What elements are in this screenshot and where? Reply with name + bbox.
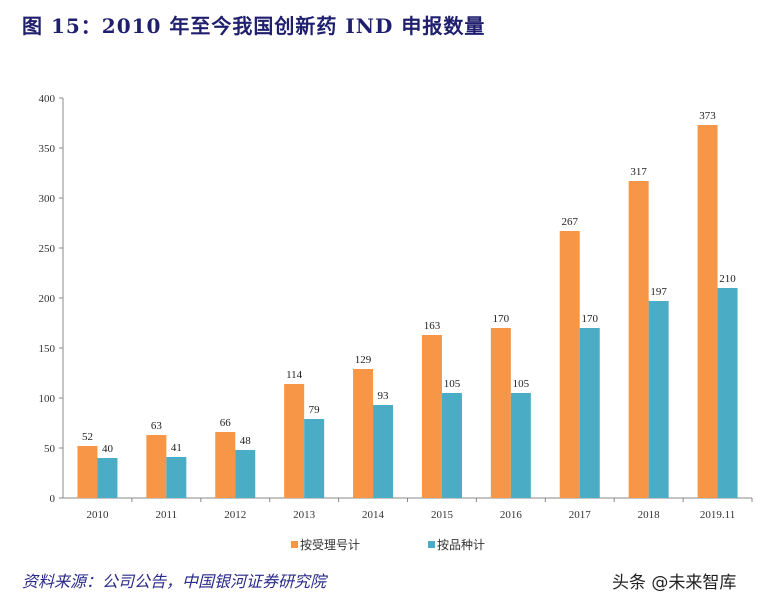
legend-swatch (428, 541, 435, 548)
legend-label: 按受理号计 (300, 538, 360, 552)
x-tick-label: 2017 (569, 509, 592, 521)
y-tick-label: 50 (44, 443, 56, 455)
x-tick-label: 2018 (638, 509, 661, 521)
bar (648, 301, 669, 498)
y-tick-label: 300 (39, 193, 56, 205)
bar (97, 458, 118, 498)
data-label: 197 (650, 286, 667, 298)
data-label: 129 (355, 354, 372, 366)
x-tick-label: 2012 (224, 509, 246, 521)
bar (628, 181, 649, 498)
data-label: 114 (286, 369, 303, 381)
bar (697, 125, 718, 498)
bar (353, 369, 374, 498)
bar (284, 384, 305, 498)
y-tick-label: 150 (39, 343, 56, 355)
x-tick-label: 2013 (293, 509, 316, 521)
data-label: 52 (82, 431, 93, 443)
data-label: 170 (493, 313, 510, 325)
bar (166, 457, 187, 498)
data-label: 267 (562, 216, 579, 228)
data-label: 93 (378, 390, 390, 402)
x-tick-label: 2019.11 (700, 509, 735, 521)
data-label: 105 (444, 378, 461, 390)
y-tick-label: 100 (39, 393, 56, 405)
bar (235, 450, 256, 498)
legend-swatch (291, 541, 298, 548)
y-tick-label: 200 (39, 293, 56, 305)
data-label: 48 (240, 435, 252, 447)
x-tick-label: 2010 (86, 509, 109, 521)
y-tick-label: 250 (39, 243, 56, 255)
data-label: 210 (719, 273, 736, 285)
bar (559, 231, 580, 498)
x-tick-label: 2016 (500, 509, 523, 521)
data-label: 41 (171, 442, 182, 454)
y-tick-label: 0 (50, 493, 56, 505)
x-tick-label: 2014 (362, 509, 385, 521)
bar (510, 393, 531, 498)
y-tick-label: 350 (39, 143, 56, 155)
bar-chart: 0 50 100 150 200 250 300 350 400 2010 52 40 2011 63 41… (39, 93, 753, 552)
bar (579, 328, 600, 498)
x-tick-label: 2015 (431, 509, 454, 521)
data-label: 66 (220, 417, 232, 429)
bar (490, 328, 511, 498)
bar (373, 405, 394, 498)
legend-label: 按品种计 (437, 538, 485, 552)
data-label: 170 (582, 313, 599, 325)
bar (304, 419, 325, 498)
data-label: 373 (699, 110, 716, 122)
watermark: 头条 @未来智库 (612, 573, 737, 593)
bar (146, 435, 167, 498)
bar (215, 432, 236, 498)
data-label: 63 (151, 420, 163, 432)
figure-title: 图 15：2010 年至今我国创新药 IND 申报数量 (22, 14, 486, 38)
data-label: 40 (102, 443, 114, 455)
bar (77, 446, 98, 498)
bar (441, 393, 462, 498)
data-label: 105 (513, 378, 530, 390)
data-label: 317 (630, 166, 647, 178)
x-tick-label: 2011 (156, 509, 178, 521)
data-label: 79 (309, 404, 321, 416)
source-note: 资料来源：公司公告，中国银河证券研究院 (22, 572, 327, 591)
bar (717, 288, 738, 498)
data-label: 163 (424, 320, 441, 332)
bar (421, 335, 442, 498)
y-tick-label: 400 (39, 93, 56, 105)
